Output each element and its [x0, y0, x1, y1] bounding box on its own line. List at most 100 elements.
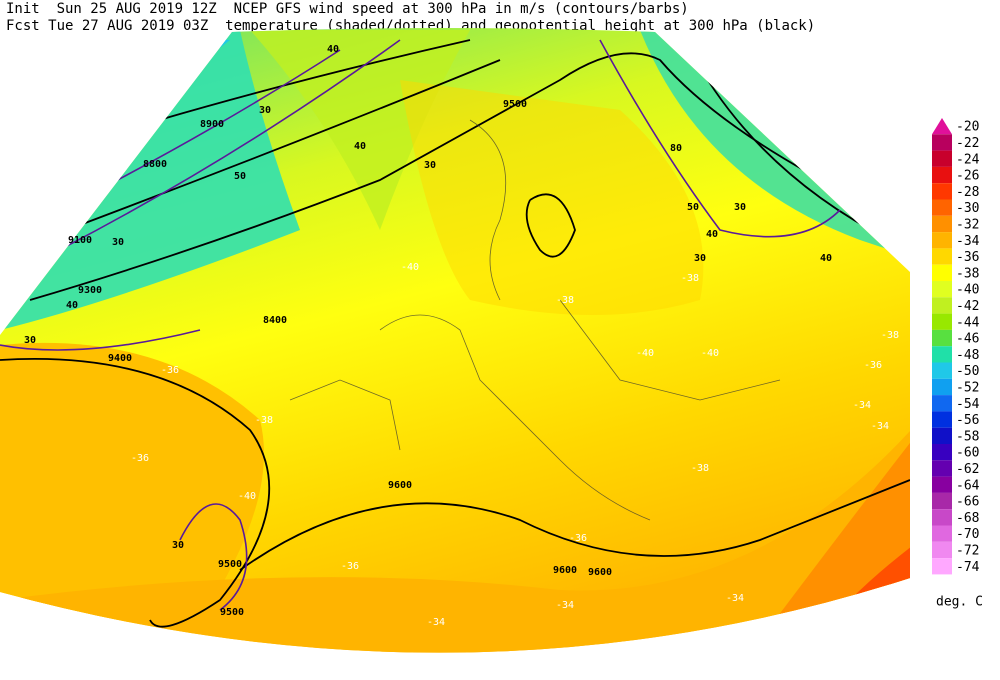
- map-label: 9500: [503, 99, 527, 110]
- colorbar-swatch: [932, 281, 952, 298]
- map-label: 8900: [200, 119, 224, 130]
- colorbar-swatch: [932, 183, 952, 200]
- map-label: -38: [255, 415, 273, 426]
- colorbar-unit: deg. C: [936, 595, 983, 610]
- colorbar-label: -72: [956, 543, 979, 558]
- map-label: -34: [726, 593, 744, 604]
- map-label: -36: [131, 453, 149, 464]
- colorbar-label: -48: [956, 348, 979, 363]
- colorbar-swatch: [932, 411, 952, 428]
- map-label: -38: [691, 463, 709, 474]
- colorbar-label: -42: [956, 299, 979, 314]
- map-label: -36: [341, 561, 359, 572]
- map-label: 30: [734, 202, 746, 213]
- colorbar-swatch: [932, 166, 952, 184]
- map-label: 9100: [68, 235, 92, 246]
- colorbar-label: -58: [956, 429, 979, 444]
- colorbar-label: -26: [956, 169, 979, 184]
- colorbar-swatch: [932, 150, 952, 167]
- map-label: -36: [161, 365, 179, 376]
- map-label: -34: [871, 421, 889, 432]
- map-label: -40: [636, 348, 654, 359]
- colorbar-label: -66: [956, 495, 979, 510]
- colorbar-swatch: [932, 248, 952, 265]
- colorbar-swatch: [932, 329, 952, 347]
- map-label: 9500: [220, 607, 244, 618]
- map-label: 30: [172, 540, 184, 551]
- colorbar-label: -60: [956, 446, 979, 461]
- colorbar-label: -70: [956, 527, 979, 542]
- colorbar-label: -56: [956, 413, 979, 428]
- map-label: 9600: [588, 567, 612, 578]
- map-label: 30: [259, 105, 271, 116]
- map-label: 30: [424, 160, 436, 171]
- map-label: 40: [820, 253, 832, 264]
- map-label: 40: [327, 44, 339, 55]
- map-label: -34: [853, 400, 871, 411]
- map-area: [0, 28, 910, 653]
- map-label: 30: [112, 237, 124, 248]
- colorbar-triangle: [932, 118, 952, 135]
- header-line: Init Sun 25 AUG 2019 12Z NCEP GFS wind s…: [6, 1, 689, 17]
- map-label: -34: [556, 600, 574, 611]
- header-line: Fcst Tue 27 AUG 2019 03Z temperature (sh…: [6, 18, 815, 34]
- map-label: 30: [24, 335, 36, 346]
- colorbar-swatch: [932, 378, 952, 396]
- colorbar-swatch: [932, 509, 952, 526]
- map-label: 30: [694, 253, 706, 264]
- colorbar-label: -52: [956, 380, 979, 395]
- map-label: 9500: [218, 559, 242, 570]
- map-label: 40: [66, 300, 78, 311]
- colorbar-swatch: [932, 395, 952, 412]
- colorbar-label: -74: [956, 560, 980, 575]
- colorbar-swatch: [932, 362, 952, 379]
- colorbar-label: -28: [956, 185, 979, 200]
- map-label: -36: [864, 360, 882, 371]
- map-label: -34: [427, 617, 445, 628]
- colorbar-swatch: [932, 297, 952, 314]
- map-label: 40: [706, 229, 718, 240]
- colorbar-swatch: [932, 444, 952, 461]
- colorbar-label: -38: [956, 266, 979, 281]
- colorbar-label: -44: [956, 315, 980, 330]
- map-label: -40: [701, 348, 719, 359]
- colorbar-swatch: [932, 558, 952, 575]
- colorbar-swatch: [932, 199, 952, 216]
- colorbar-label: -62: [956, 462, 979, 477]
- colorbar-swatch: [932, 215, 952, 233]
- map-label: 9400: [108, 353, 132, 364]
- map-label: 50: [687, 202, 699, 213]
- map-label: -38: [881, 330, 899, 341]
- map-label: 9600: [388, 480, 412, 491]
- map-label: -40: [401, 262, 419, 273]
- colorbar-swatch: [932, 460, 952, 477]
- map-label: -36: [569, 533, 587, 544]
- colorbar-label: -50: [956, 364, 979, 379]
- colorbar-swatch: [932, 134, 952, 151]
- map-label: 40: [354, 141, 366, 152]
- colorbar: -20-22-24 -26-28-30-32 -34-36-38 -40-42-44 -…: [932, 118, 980, 575]
- map-label: 9300: [78, 285, 102, 296]
- colorbar-label: -20: [956, 120, 979, 135]
- colorbar-label: -30: [956, 201, 979, 216]
- colorbar-swatch: [932, 541, 952, 559]
- map-label: -38: [681, 273, 699, 284]
- colorbar-label: -46: [956, 332, 979, 347]
- map-label: -40: [238, 491, 256, 502]
- colorbar-label: -32: [956, 217, 979, 232]
- map-label: 80: [670, 143, 682, 154]
- colorbar-label: -40: [956, 283, 979, 298]
- colorbar-swatch: [932, 427, 952, 444]
- colorbar-label: -68: [956, 511, 979, 526]
- map-label: -38: [556, 295, 574, 306]
- colorbar-label: -36: [956, 250, 979, 265]
- colorbar-swatch: [932, 232, 952, 249]
- colorbar-swatch: [932, 313, 952, 330]
- colorbar-label: -64: [956, 478, 980, 493]
- colorbar-swatch: [932, 264, 952, 281]
- colorbar-swatch: [932, 476, 952, 493]
- colorbar-swatch: [932, 492, 952, 510]
- colorbar-label: -24: [956, 152, 980, 167]
- map-label: 50: [234, 171, 246, 182]
- map-labels: 4030890088003040503091009300403095009400…: [24, 44, 899, 628]
